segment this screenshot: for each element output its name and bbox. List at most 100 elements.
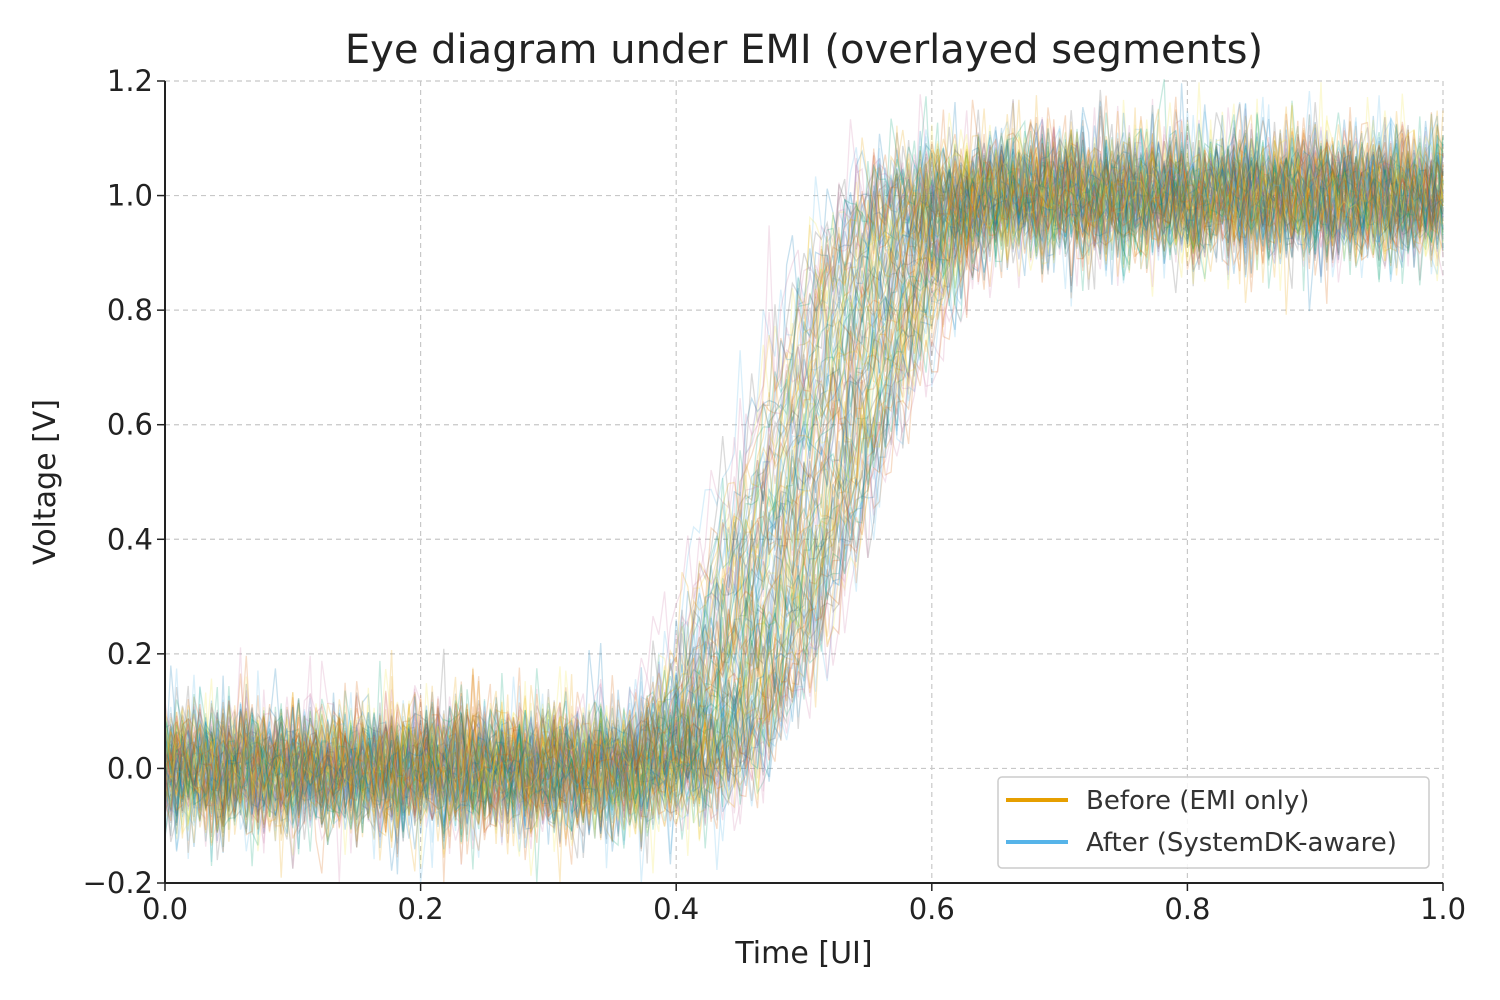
eye-trace xyxy=(164,126,1444,859)
eye-trace xyxy=(164,129,1444,825)
eye-trace xyxy=(164,104,1444,839)
eye-trace xyxy=(164,112,1444,844)
eye-trace xyxy=(164,124,1444,855)
eye-trace xyxy=(164,100,1444,865)
eye-trace xyxy=(164,112,1444,857)
eye-trace xyxy=(164,106,1444,855)
eye-trace xyxy=(164,112,1444,837)
y-tick-label: −0.2 xyxy=(83,866,153,900)
eye-trace xyxy=(164,121,1444,845)
legend-box xyxy=(997,776,1430,869)
eye-trace xyxy=(164,99,1444,843)
eye-trace xyxy=(164,110,1444,819)
eye-trace xyxy=(164,117,1444,840)
eye-trace xyxy=(164,104,1444,834)
eye-trace xyxy=(164,102,1444,852)
eye-trace xyxy=(164,117,1444,869)
eye-trace xyxy=(164,139,1444,844)
eye-trace xyxy=(164,102,1444,859)
eye-trace xyxy=(164,90,1444,862)
eye-trace xyxy=(164,127,1444,833)
eye-trace xyxy=(164,119,1444,869)
eye-trace xyxy=(164,96,1444,849)
x-tick-label: 0.4 xyxy=(653,892,699,926)
eye-trace xyxy=(164,110,1444,872)
eye-trace xyxy=(164,98,1444,884)
eye-trace xyxy=(164,111,1444,843)
eye-trace xyxy=(164,124,1444,838)
eye-traces xyxy=(164,79,1444,884)
eye-trace xyxy=(164,128,1444,864)
eye-trace xyxy=(164,96,1444,852)
eye-trace xyxy=(164,137,1444,835)
eye-trace xyxy=(164,123,1444,849)
eye-trace xyxy=(164,136,1444,842)
eye-trace xyxy=(164,111,1444,858)
eye-trace xyxy=(164,140,1444,847)
eye-trace xyxy=(164,100,1444,822)
eye-trace xyxy=(164,106,1444,853)
eye-trace xyxy=(164,114,1444,870)
eye-trace xyxy=(164,126,1444,822)
eye-trace xyxy=(164,119,1444,835)
eye-trace xyxy=(164,120,1444,837)
eye-trace xyxy=(164,116,1444,867)
eye-trace xyxy=(164,115,1444,828)
eye-trace xyxy=(164,113,1444,854)
eye-trace xyxy=(164,82,1444,842)
eye-trace xyxy=(164,129,1444,830)
y-tick-label: 0.6 xyxy=(107,408,153,442)
eye-trace xyxy=(164,129,1444,842)
eye-trace xyxy=(164,121,1444,833)
y-tick-label: 1.2 xyxy=(107,64,153,98)
eye-trace xyxy=(164,134,1444,845)
eye-trace xyxy=(164,125,1444,835)
eye-trace xyxy=(164,100,1444,842)
eye-trace xyxy=(164,119,1444,832)
eye-trace xyxy=(164,104,1444,874)
eye-trace xyxy=(164,123,1444,834)
eye-trace xyxy=(164,110,1444,842)
eye-trace xyxy=(164,136,1444,849)
eye-trace xyxy=(164,99,1444,869)
eye-trace xyxy=(164,112,1444,865)
y-tick-label: 0.0 xyxy=(107,751,153,785)
eye-trace xyxy=(164,115,1444,849)
legend: Before (EMI only) After (SystemDK-aware) xyxy=(997,776,1430,869)
eye-trace xyxy=(164,83,1444,835)
eye-trace xyxy=(164,123,1444,848)
eye-trace xyxy=(164,79,1444,855)
eye-trace xyxy=(164,117,1444,831)
eye-trace xyxy=(164,125,1444,858)
x-tick-label: 0.2 xyxy=(398,892,444,926)
eye-trace xyxy=(164,116,1444,839)
y-axis-label: Voltage [V] xyxy=(28,399,63,565)
eye-trace xyxy=(164,119,1444,827)
eye-trace xyxy=(164,128,1444,842)
eye-trace xyxy=(164,109,1444,841)
eye-trace xyxy=(164,118,1444,847)
x-tick-label: 0.6 xyxy=(909,892,955,926)
legend-label-after: After (SystemDK-aware) xyxy=(1086,828,1397,858)
eye-trace xyxy=(164,101,1444,839)
eye-trace xyxy=(164,119,1444,845)
eye-trace xyxy=(164,125,1444,854)
eye-trace xyxy=(164,123,1444,854)
x-tick-label: 1.0 xyxy=(1420,892,1466,926)
eye-trace xyxy=(164,112,1444,861)
eye-trace xyxy=(164,143,1444,842)
eye-trace xyxy=(164,115,1444,852)
eye-trace xyxy=(164,138,1444,852)
eye-trace xyxy=(164,103,1444,868)
eye-trace xyxy=(164,127,1444,842)
eye-trace xyxy=(164,130,1444,825)
legend-label-before: Before (EMI only) xyxy=(1086,786,1309,816)
eye-trace xyxy=(164,142,1444,834)
eye-trace xyxy=(164,122,1444,830)
chart-title: Eye diagram under EMI (overlayed segment… xyxy=(345,27,1263,73)
eye-trace xyxy=(164,136,1444,856)
eye-trace xyxy=(164,105,1444,834)
eye-trace xyxy=(164,136,1444,843)
